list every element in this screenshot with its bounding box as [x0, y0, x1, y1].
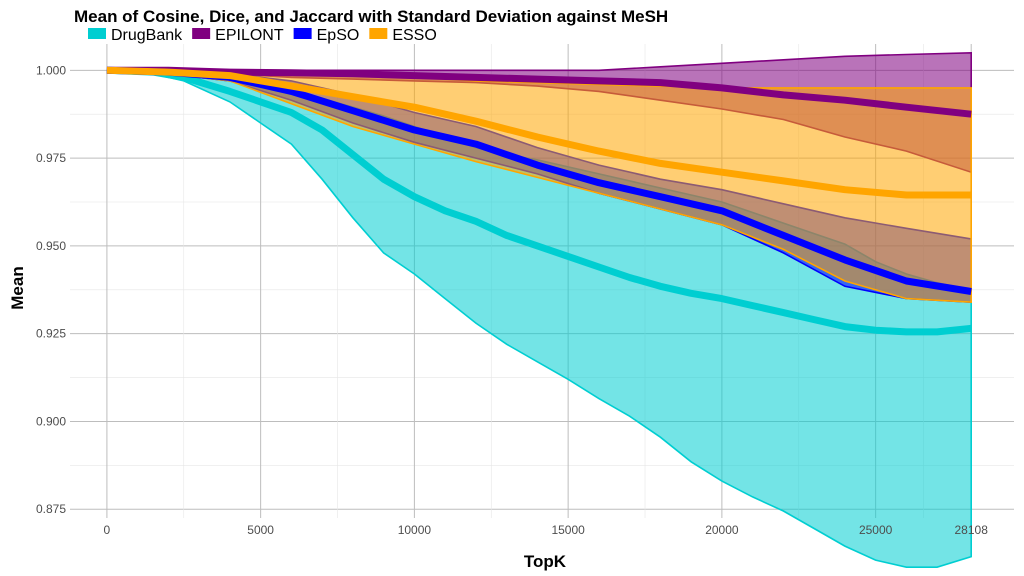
- y-tick-label: 0.925: [36, 327, 66, 341]
- y-tick-label: 0.875: [36, 502, 66, 516]
- mean-line-epilont: [106, 66, 972, 118]
- x-axis-title: TopK: [524, 552, 567, 571]
- legend-swatch-drugbank: [88, 28, 106, 39]
- x-tick-label: 10000: [398, 523, 432, 537]
- y-tick-label: 1.000: [36, 63, 66, 77]
- legend: DrugBank EPILONT EpSO ESSO: [88, 27, 437, 44]
- y-tick-label: 0.900: [36, 414, 66, 428]
- x-tick-label: 0: [104, 523, 111, 537]
- legend-swatch-epso: [293, 28, 312, 39]
- y-tick-label: 0.950: [36, 239, 66, 253]
- legend-swatch-epilont: [192, 28, 211, 39]
- legend-label-drugbank: DrugBank: [111, 27, 183, 44]
- y-axis-title: Mean: [8, 266, 27, 309]
- series-layer: [106, 51, 973, 569]
- x-tick-label: 15000: [551, 523, 585, 537]
- y-axis-ticks: 0.875 0.900 0.925 0.950 0.975 1.000: [36, 63, 66, 516]
- x-tick-label: 20000: [705, 523, 739, 537]
- chart-title: Mean of Cosine, Dice, and Jaccard with S…: [74, 7, 668, 26]
- x-axis-ticks: 0 5000 10000 15000 20000 25000 28108: [104, 523, 989, 537]
- x-tick-label: 28108: [955, 523, 989, 537]
- x-tick-label: 25000: [859, 523, 893, 537]
- legend-label-esso: ESSO: [392, 27, 436, 44]
- x-tick-label: 5000: [247, 523, 274, 537]
- mean-line-esso: [106, 66, 972, 199]
- legend-swatch-esso: [369, 28, 388, 39]
- legend-label-epso: EpSO: [317, 27, 360, 44]
- y-tick-label: 0.975: [36, 151, 66, 165]
- legend-label-epilont: EPILONT: [215, 27, 284, 44]
- mean-line-drugbank: [106, 66, 972, 336]
